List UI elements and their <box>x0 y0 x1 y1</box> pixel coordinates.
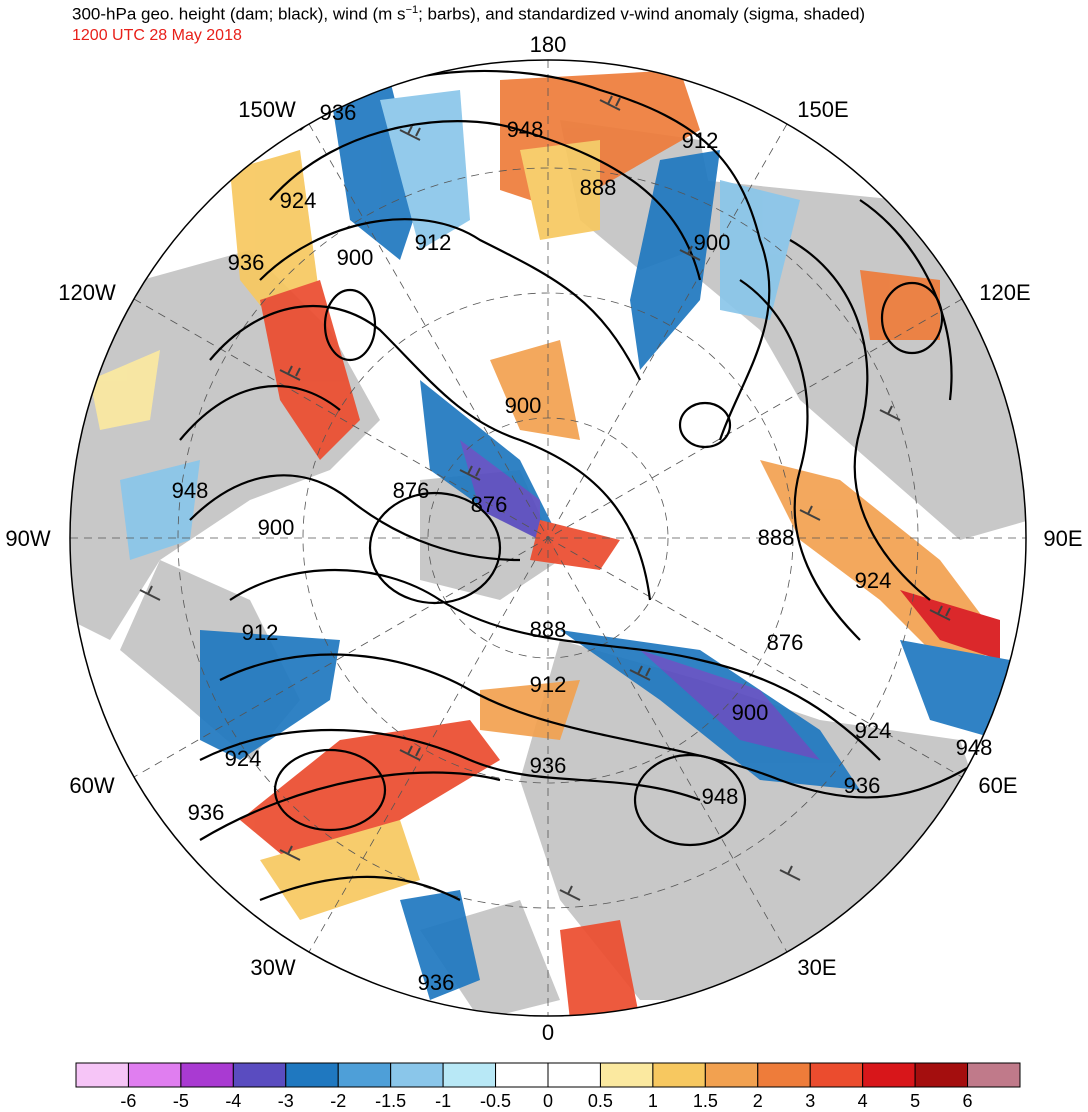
colorbar-box <box>652 1062 706 1088</box>
contour-label: 900 <box>258 515 295 540</box>
colorbar-box <box>75 1062 129 1088</box>
lon-label-30e: 30E <box>797 955 836 980</box>
lon-label-30w: 30W <box>250 955 295 980</box>
wind-barbs <box>139 95 951 901</box>
contour-label: 876 <box>471 492 508 517</box>
contour-labels: 936 948 912 888 924 936 912 900 900 900 … <box>172 100 993 995</box>
colorbar-tick-label: -1 <box>435 1091 451 1111</box>
colorbar-tick-label: 1 <box>648 1091 658 1111</box>
colorbar-box <box>495 1062 549 1088</box>
colorbar-box <box>337 1062 392 1088</box>
title-rest: ; barbs), and standardized v-wind anomal… <box>418 4 866 24</box>
colorbar-box <box>127 1062 182 1088</box>
colorbar-box <box>285 1062 339 1088</box>
contour-label: 888 <box>580 175 617 200</box>
colorbar-tick-labels: -6 -5 -4 -3 -2 -1.5 -1 -0.5 0 0.5 1 1.5 2 3 4 5 6 <box>120 1091 972 1111</box>
contour-label: 888 <box>530 617 567 642</box>
colorbar-tick-label: -2 <box>330 1091 346 1111</box>
colorbar-box <box>232 1062 287 1088</box>
graticule <box>70 60 1026 1016</box>
colorbar-box <box>442 1062 497 1088</box>
colorbar-box <box>914 1062 969 1088</box>
colorbar-tick-label: -6 <box>120 1091 136 1111</box>
lon-label-90e: 90E <box>1043 526 1082 551</box>
colorbar-tick-label: -5 <box>173 1091 189 1111</box>
colorbar: -6 -5 -4 -3 -2 -1.5 -1 -0.5 0 0.5 1 1.5 2 3 4 5 6 <box>75 1062 1021 1111</box>
colorbar-tick-label: 0.5 <box>588 1091 613 1111</box>
map-subtitle: 1200 UTC 28 May 2018 <box>72 27 242 44</box>
colorbar-box <box>390 1062 444 1088</box>
contour-label: 948 <box>956 735 993 760</box>
lon-label-120e: 120E <box>979 280 1030 305</box>
lon-label-180: 180 <box>530 32 567 57</box>
contour-label: 936 <box>844 773 881 798</box>
colorbar-tick-label: -3 <box>278 1091 294 1111</box>
lon-label-60w: 60W <box>69 773 114 798</box>
contour-label: 912 <box>415 230 452 255</box>
colorbar-box <box>547 1062 601 1088</box>
contour-label: 912 <box>530 672 567 697</box>
colorbar-tick-label: 3 <box>805 1091 815 1111</box>
colorbar-tick-label: 4 <box>858 1091 868 1111</box>
colorbar-tick-label: -0.5 <box>480 1091 511 1111</box>
contour-label: 900 <box>505 393 542 418</box>
colorbar-box <box>704 1062 759 1088</box>
lon-label-0: 0 <box>542 1020 554 1045</box>
colorbar-box <box>757 1062 811 1088</box>
colorbar-boxes <box>75 1062 1021 1088</box>
map-border <box>69 59 1027 1017</box>
contour-label: 924 <box>225 746 262 771</box>
colorbar-tick-label: -4 <box>225 1091 241 1111</box>
colorbar-box <box>862 1062 916 1088</box>
contour-label: 900 <box>694 230 731 255</box>
contour-label: 936 <box>188 800 225 825</box>
colorbar-tick-label: 2 <box>753 1091 763 1111</box>
map-title: 300-hPa geo. height (dam; black), wind (… <box>72 4 865 25</box>
title-exponent: −1 <box>405 4 419 16</box>
lon-label-90w: 90W <box>5 526 50 551</box>
contour-label: 900 <box>337 245 374 270</box>
contour-label: 948 <box>702 784 739 809</box>
contour-label: 924 <box>855 568 892 593</box>
contour-label: 948 <box>507 117 544 142</box>
lon-label-120w: 120W <box>58 280 116 305</box>
contour-label: 912 <box>682 128 719 153</box>
contour-label: 936 <box>320 100 357 125</box>
colorbar-tick-label: 5 <box>910 1091 920 1111</box>
colorbar-tick-label: -1.5 <box>375 1091 406 1111</box>
contour-label: 924 <box>855 718 892 743</box>
colorbar-tick-label: 0 <box>543 1091 553 1111</box>
contour-label: 948 <box>172 478 209 503</box>
colorbar-tick-label: 1.5 <box>693 1091 718 1111</box>
contour-label: 936 <box>530 753 567 778</box>
colorbar-box <box>180 1062 234 1088</box>
polar-stereographic-map: 936 948 912 888 924 936 912 900 900 900 … <box>5 32 1082 1045</box>
contour-label: 876 <box>393 478 430 503</box>
contour-label: 888 <box>758 525 795 550</box>
colorbar-box <box>599 1062 654 1088</box>
v-wind-anomaly-shading <box>90 70 1010 1016</box>
lon-label-150e: 150E <box>797 97 848 122</box>
contour-label: 900 <box>732 700 769 725</box>
title-main: 300-hPa geo. height (dam; black), wind (… <box>72 4 406 24</box>
contour-label: 936 <box>228 250 265 275</box>
colorbar-tick-label: 6 <box>963 1091 973 1111</box>
contour-label: 936 <box>418 970 455 995</box>
lon-label-60e: 60E <box>978 773 1017 798</box>
colorbar-box <box>967 1062 1021 1088</box>
colorbar-box <box>809 1062 864 1088</box>
longitude-labels: 180 150E 120E 90E 60E 30E 0 30W 60W 90W … <box>5 32 1082 1045</box>
contour-label: 924 <box>280 188 317 213</box>
contour-label: 912 <box>242 620 279 645</box>
lon-label-150w: 150W <box>238 97 296 122</box>
contour-label: 876 <box>767 630 804 655</box>
